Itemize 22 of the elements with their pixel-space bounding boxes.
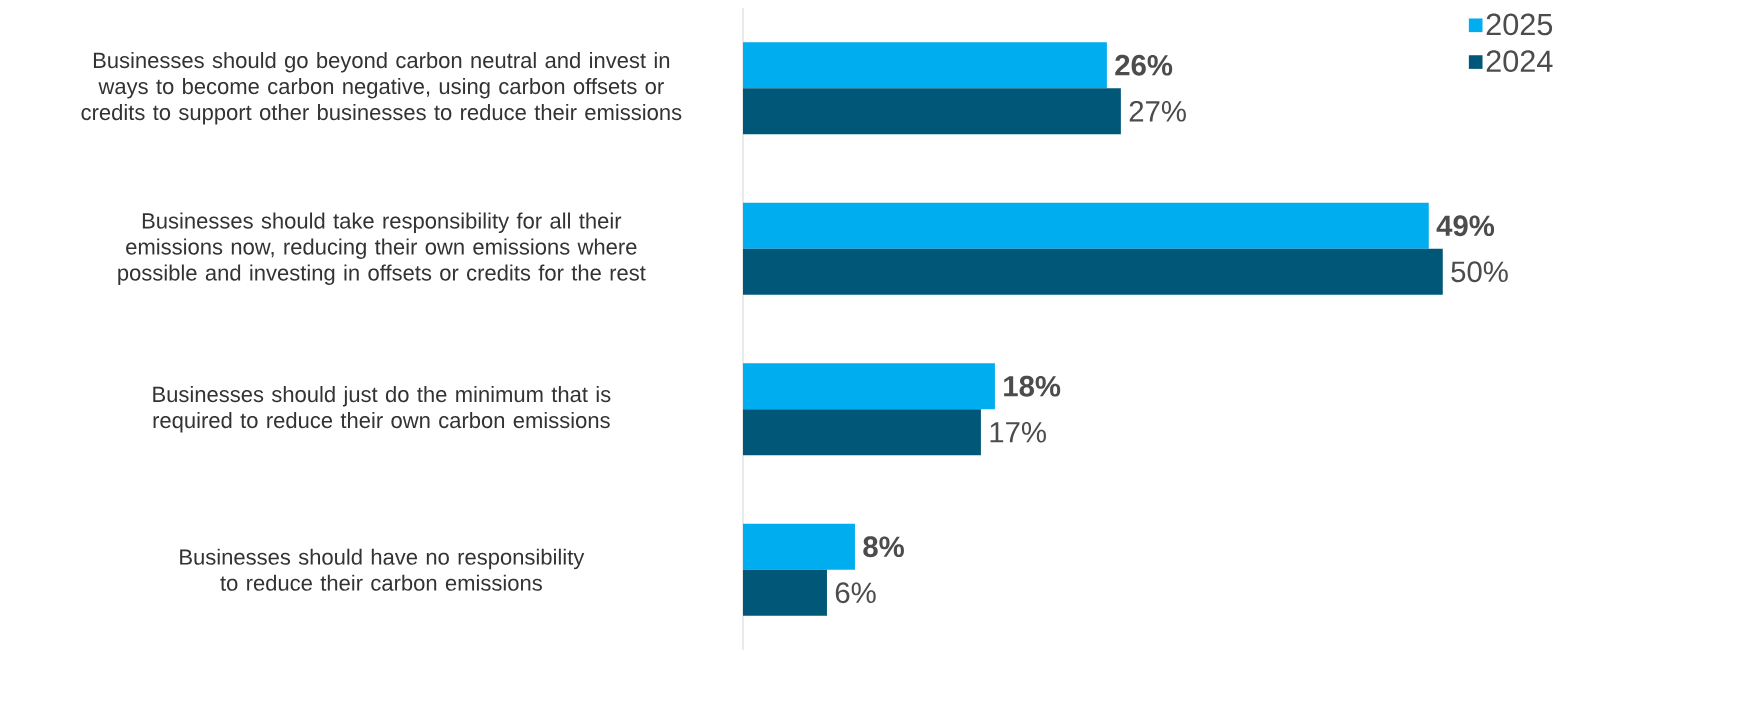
- data-label: 8%: [863, 536, 904, 558]
- bar: [742, 569, 827, 616]
- y-tick-label: Businesses should take responsibility for all their emissions now, reducing their own emissions where possible and investing in offsets or credits for the rest: [118, 212, 646, 285]
- bar: [742, 42, 1107, 89]
- y-tick-label: Businesses should go beyond carbon neutral and invest in ways to become carbon negative, using carbon offsets or credits to support other businesses to reduce their emissions: [81, 52, 682, 125]
- data-label: 26%: [1115, 54, 1173, 76]
- data-label: 49%: [1436, 215, 1495, 237]
- bar: [742, 523, 855, 570]
- bar: [742, 409, 981, 456]
- bar: [742, 363, 995, 410]
- bar: [742, 202, 1429, 249]
- data-label: 17%: [990, 421, 1046, 443]
- bar: [742, 88, 1121, 135]
- legend-label: 2025: [1486, 13, 1553, 36]
- data-label: 18%: [1004, 375, 1061, 397]
- legend-label: 2024: [1486, 50, 1553, 73]
- y-tick-label: Businesses should just do the minimum that is required to reduce their own carbon emissions: [153, 386, 611, 433]
- bar: [742, 248, 1443, 295]
- data-label: 6%: [835, 582, 876, 604]
- data-label: 27%: [1129, 100, 1186, 122]
- y-tick-label: Businesses should have no responsibility to reduce their carbon emissions: [180, 548, 585, 591]
- data-label: 50%: [1451, 261, 1508, 283]
